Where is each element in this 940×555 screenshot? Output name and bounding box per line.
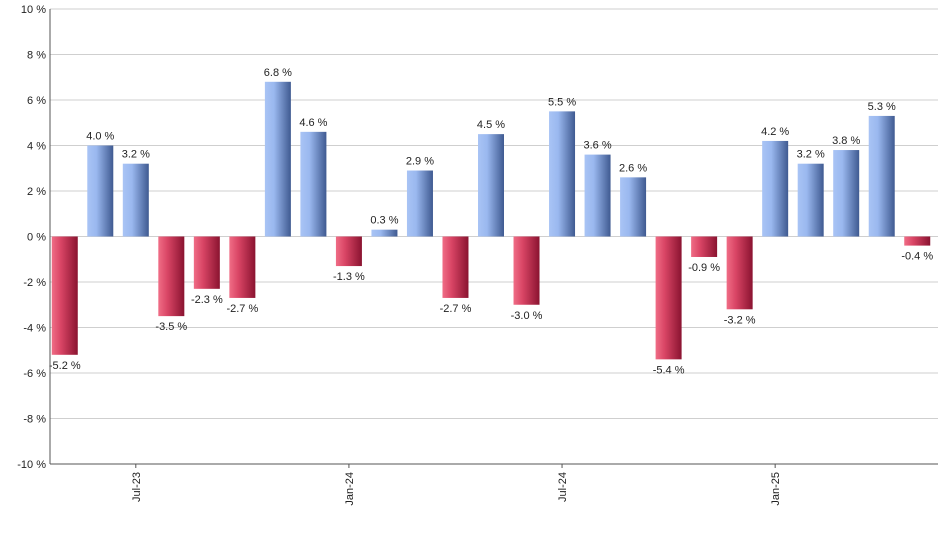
bar-positive bbox=[549, 111, 576, 237]
bar-value-label: 4.0 % bbox=[86, 131, 114, 143]
bar-value-label: 5.3 % bbox=[868, 101, 896, 113]
bar-positive bbox=[833, 150, 860, 237]
y-tick-label: -4 % bbox=[23, 323, 46, 335]
bar-value-label: -2.3 % bbox=[191, 294, 223, 306]
x-axis-tick-labels: Jul-23 Jan-24 Jul-24 Jan-25 bbox=[131, 464, 782, 506]
bar-negative bbox=[726, 236, 753, 310]
x-tick-label: Jul-23 bbox=[131, 472, 143, 502]
bar-value-label: 4.6 % bbox=[299, 117, 327, 129]
bar-positive bbox=[584, 154, 611, 237]
y-tick-label: -6 % bbox=[23, 368, 46, 380]
bar-positive bbox=[87, 145, 114, 237]
bar-negative bbox=[335, 236, 362, 267]
y-tick-label: -8 % bbox=[23, 414, 46, 426]
bar-positive bbox=[478, 134, 504, 237]
bar-positive bbox=[300, 131, 327, 237]
bar-series bbox=[51, 81, 931, 360]
bar-value-label: 5.5 % bbox=[548, 96, 576, 108]
bar-value-label: -5.2 % bbox=[49, 360, 81, 372]
bar-positive bbox=[264, 81, 291, 237]
bar-value-label: 3.8 % bbox=[832, 135, 860, 147]
y-tick-label: 8 % bbox=[27, 50, 46, 62]
y-axis-tick-labels: -10 % -8 % -6 % -4 % -2 % 0 % 2 % 4 % 6 % 8 % 10 % bbox=[17, 4, 46, 471]
bar-value-label: -3.0 % bbox=[511, 310, 543, 322]
y-tick-label: 2 % bbox=[27, 186, 46, 198]
bar-value-label: -3.2 % bbox=[724, 314, 756, 326]
y-tick-label: -2 % bbox=[23, 277, 46, 289]
y-tick-label: 10 % bbox=[21, 4, 46, 16]
bar-value-label: -5.4 % bbox=[653, 364, 685, 376]
bar-negative bbox=[51, 236, 78, 355]
bar-positive bbox=[762, 140, 789, 237]
bar-value-label: -3.5 % bbox=[155, 321, 187, 333]
bar-value-label: -0.4 % bbox=[901, 251, 933, 263]
bar-positive bbox=[406, 170, 433, 237]
bar-value-labels: -5.2 %4.0 %3.2 %-3.5 %-2.3 %-2.7 %6.8 %4… bbox=[49, 67, 933, 377]
bar-negative bbox=[904, 236, 931, 246]
bar-value-label: -1.3 % bbox=[333, 271, 365, 283]
bar-value-label: 3.2 % bbox=[122, 149, 150, 161]
bar-value-label: 2.9 % bbox=[406, 156, 434, 168]
axes bbox=[49, 9, 938, 465]
bar-negative bbox=[229, 236, 256, 298]
bar-positive bbox=[122, 163, 149, 237]
x-tick-label: Jan-24 bbox=[344, 472, 356, 506]
bar-value-label: -0.9 % bbox=[688, 262, 720, 274]
bar-negative bbox=[158, 236, 185, 317]
bar-positive bbox=[797, 163, 824, 237]
bar-value-label: 2.6 % bbox=[619, 162, 647, 174]
bar-negative bbox=[193, 236, 220, 289]
bar-value-label: 3.6 % bbox=[583, 140, 611, 152]
y-tick-label: 0 % bbox=[27, 232, 46, 244]
y-tick-label: 4 % bbox=[27, 141, 46, 153]
x-tick-label: Jul-24 bbox=[557, 472, 569, 502]
bar-value-label: 4.2 % bbox=[761, 126, 789, 138]
bar-negative bbox=[655, 236, 682, 360]
bar-negative bbox=[513, 236, 540, 305]
bar-positive bbox=[620, 177, 647, 237]
bar-value-label: 4.5 % bbox=[477, 119, 505, 131]
bar-negative bbox=[442, 236, 469, 298]
bar-value-label: -2.7 % bbox=[440, 303, 472, 315]
bar-value-label: 3.2 % bbox=[797, 149, 825, 161]
bar-positive bbox=[868, 115, 895, 237]
bar-value-label: -2.7 % bbox=[226, 303, 258, 315]
x-tick-label: Jan-25 bbox=[770, 472, 782, 506]
y-tick-label: -10 % bbox=[17, 459, 46, 471]
bar-value-label: 0.3 % bbox=[370, 215, 398, 227]
y-tick-label: 6 % bbox=[27, 95, 46, 107]
bar-value-label: 6.8 % bbox=[264, 67, 292, 79]
bar-negative bbox=[691, 236, 718, 257]
bar-positive bbox=[371, 229, 398, 237]
